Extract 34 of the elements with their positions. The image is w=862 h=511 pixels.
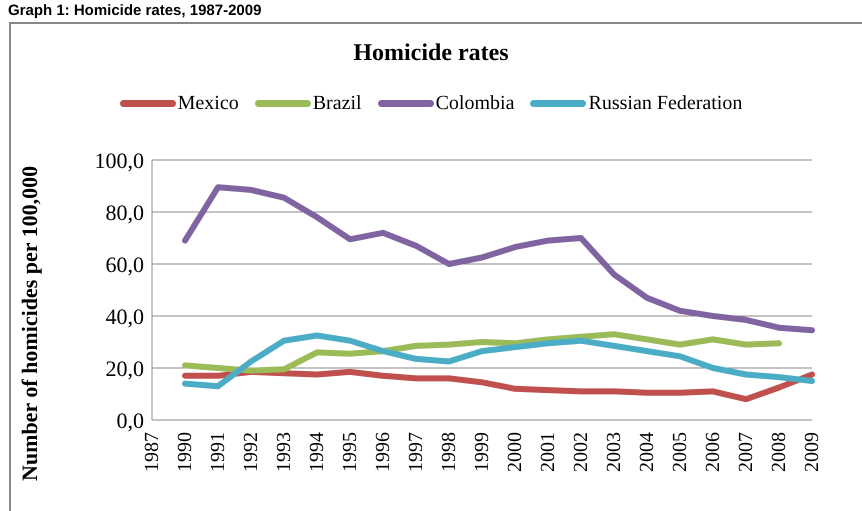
- legend-label: Colombia: [436, 92, 514, 115]
- y-axis-title: Number of homicides per 100,000: [17, 164, 43, 483]
- x-tick-label: 1994: [306, 432, 328, 472]
- chart-title: Homicide rates: [352, 40, 510, 67]
- y-tick-label: 0,0: [116, 408, 144, 433]
- legend-label: Brazil: [312, 92, 362, 115]
- x-tick-label: 1999: [471, 432, 493, 472]
- x-tick-label: 1993: [273, 432, 295, 472]
- x-tick-label: 2006: [702, 432, 724, 472]
- x-tick-label: 2001: [537, 432, 559, 472]
- x-tick-label: 2000: [504, 432, 526, 472]
- x-tick-label: 2009: [801, 432, 823, 472]
- y-tick-label: 100,0: [94, 148, 144, 173]
- x-tick-label: 2004: [636, 432, 658, 472]
- legend-label: Mexico: [178, 92, 239, 115]
- y-tick-label: 60,0: [106, 252, 144, 277]
- x-tick-label: 1992: [240, 432, 262, 472]
- x-tick-label: 1995: [339, 432, 361, 472]
- x-tick-label: 1996: [372, 432, 394, 472]
- x-tick-label: 2003: [603, 432, 625, 472]
- x-tick-label: 1991: [207, 432, 229, 472]
- y-tick-label: 40,0: [106, 304, 144, 329]
- x-tick-label: 1997: [405, 432, 427, 472]
- y-tick-label: 20,0: [106, 356, 144, 381]
- caption: Graph 1: Homicide rates, 1987-2009: [8, 2, 262, 19]
- x-tick-label: 1987: [141, 432, 163, 472]
- x-tick-label: 2007: [735, 432, 757, 472]
- x-tick-label: 1990: [174, 432, 196, 472]
- legend-label: Russian Federation: [588, 92, 742, 115]
- y-tick-label: 80,0: [106, 200, 144, 225]
- x-tick-label: 2002: [570, 432, 592, 472]
- x-tick-label: 2008: [768, 432, 790, 472]
- x-tick-label: 2005: [669, 432, 691, 472]
- x-tick-label: 1998: [438, 432, 460, 472]
